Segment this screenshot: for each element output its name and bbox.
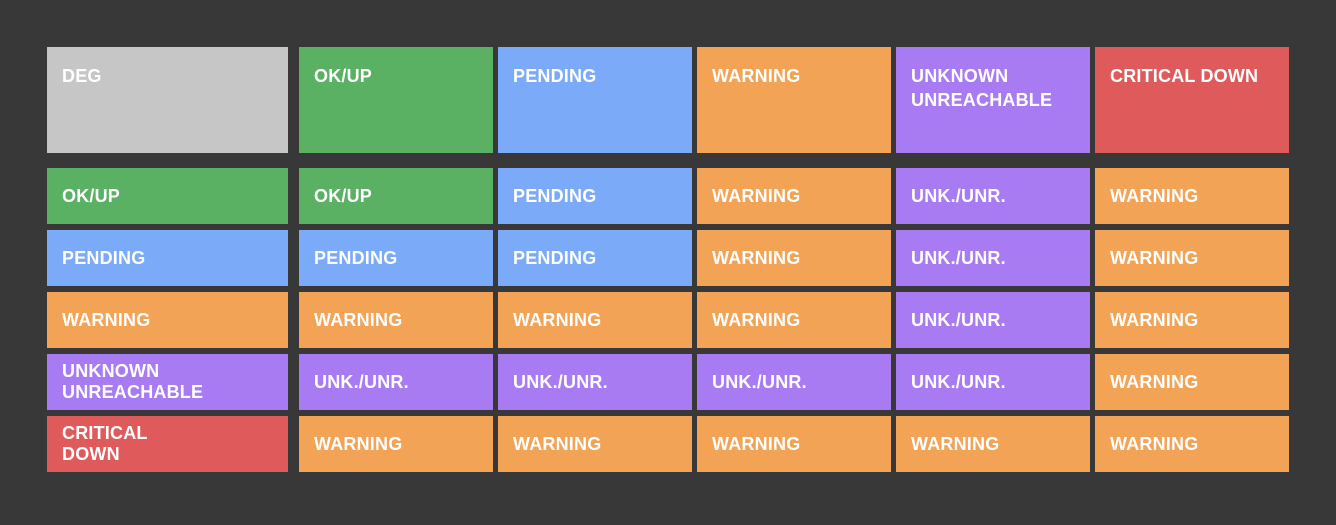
row-header-unknown-unreachable: UNKNOWN UNREACHABLE [47,354,288,410]
row-header-warning: WARNING [47,292,288,348]
matrix-cell: WARNING [1095,292,1289,348]
matrix-cell: WARNING [498,292,692,348]
matrix-cell: WARNING [498,416,692,472]
matrix-cell: PENDING [299,230,493,286]
matrix-cell: PENDING [498,168,692,224]
matrix-row-ok-up: OK/UP OK/UP PENDING WARNING UNK./UNR. WA… [47,168,1289,224]
matrix-cell: WARNING [697,416,891,472]
matrix-cell: WARNING [299,292,493,348]
corner-cell-deg: DEG [47,47,288,153]
matrix-cell: WARNING [1095,230,1289,286]
matrix-cell: WARNING [1095,168,1289,224]
matrix-cell: WARNING [697,230,891,286]
matrix-cell: UNK./UNR. [498,354,692,410]
matrix-row-critical-down: CRITICAL DOWN WARNING WARNING WARNING WA… [47,416,1289,472]
matrix-cell: UNK./UNR. [896,354,1090,410]
matrix-cell: UNK./UNR. [896,292,1090,348]
matrix-cell: UNK./UNR. [299,354,493,410]
matrix-cell: OK/UP [299,168,493,224]
matrix-cell: WARNING [299,416,493,472]
matrix-header-row: DEG OK/UP PENDING WARNING UNKNOWN UNREAC… [47,47,1289,153]
column-header-ok-up: OK/UP [299,47,493,153]
matrix-cell: UNK./UNR. [896,168,1090,224]
matrix-cell: UNK./UNR. [896,230,1090,286]
column-header-critical-down: CRITICAL DOWN [1095,47,1289,153]
state-matrix: DEG OK/UP PENDING WARNING UNKNOWN UNREAC… [47,47,1289,478]
matrix-cell: UNK./UNR. [697,354,891,410]
row-header-pending: PENDING [47,230,288,286]
column-header-pending: PENDING [498,47,692,153]
column-header-unknown-unreachable: UNKNOWN UNREACHABLE [896,47,1090,153]
matrix-row-pending: PENDING PENDING PENDING WARNING UNK./UNR… [47,230,1289,286]
column-header-warning: WARNING [697,47,891,153]
matrix-cell: WARNING [697,292,891,348]
matrix-cell: WARNING [697,168,891,224]
matrix-cell: WARNING [896,416,1090,472]
matrix-cell: WARNING [1095,354,1289,410]
row-header-critical-down: CRITICAL DOWN [47,416,288,472]
matrix-cell: WARNING [1095,416,1289,472]
row-header-ok-up: OK/UP [47,168,288,224]
matrix-cell: PENDING [498,230,692,286]
matrix-row-warning: WARNING WARNING WARNING WARNING UNK./UNR… [47,292,1289,348]
matrix-row-unknown-unreachable: UNKNOWN UNREACHABLE UNK./UNR. UNK./UNR. … [47,354,1289,410]
